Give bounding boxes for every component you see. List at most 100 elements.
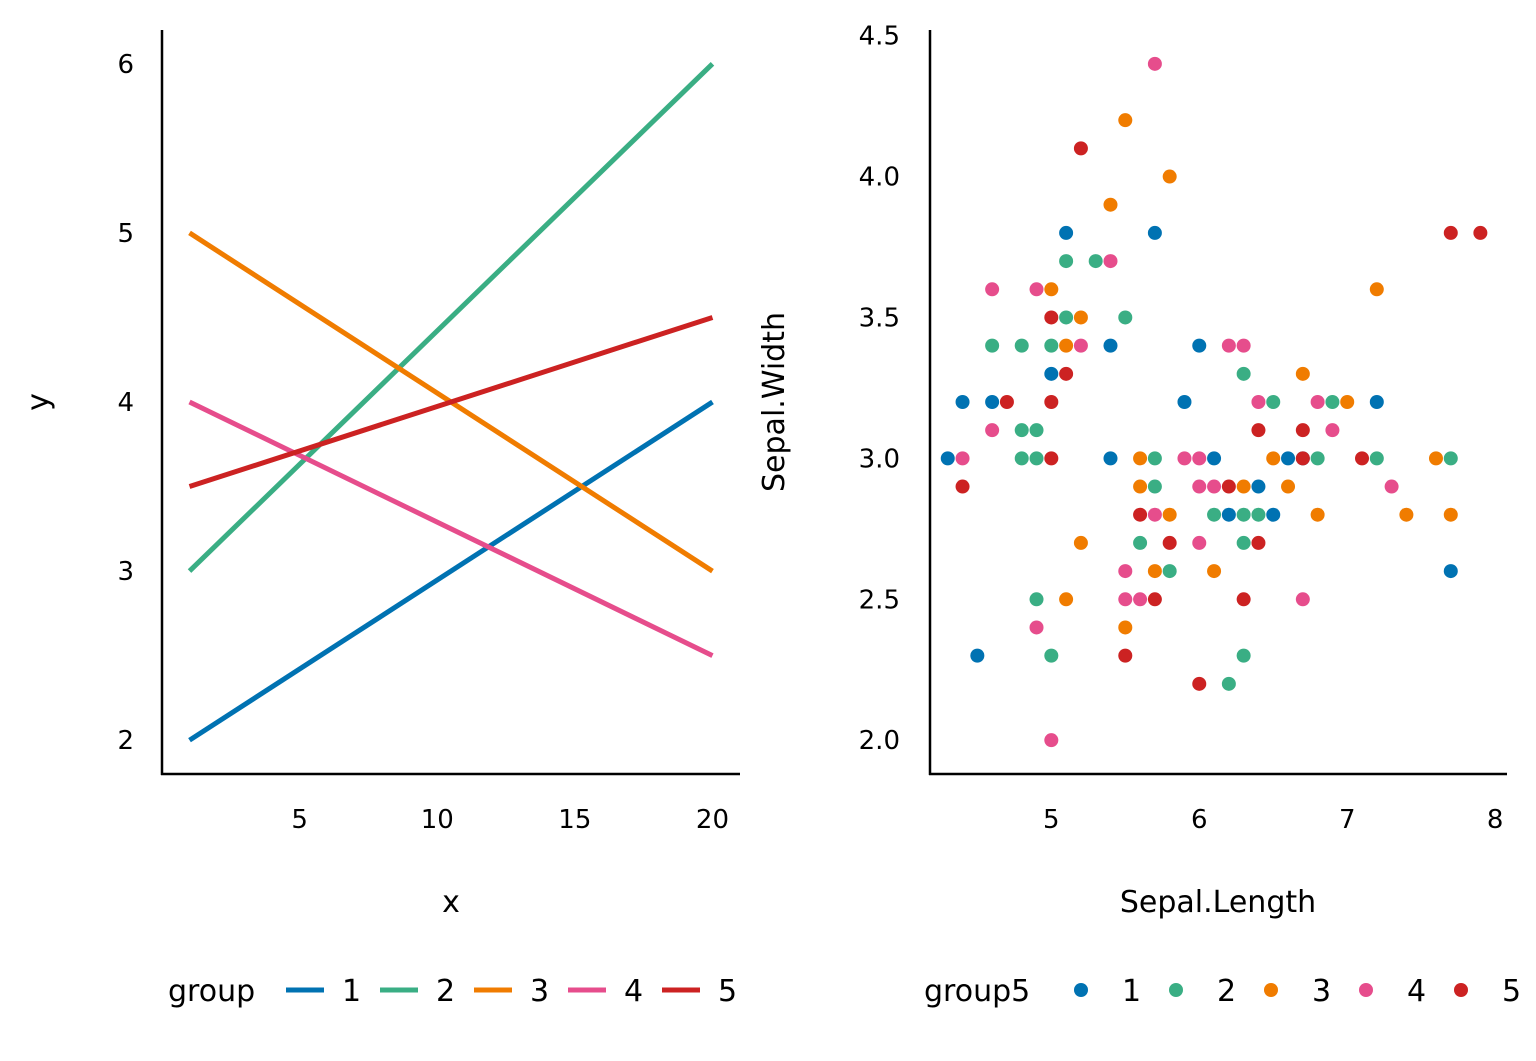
- y-tick-label: 4: [117, 388, 134, 418]
- data-point-group-3: [1059, 592, 1074, 607]
- data-point-group-3: [1147, 564, 1162, 579]
- data-point-group-5: [1044, 395, 1059, 409]
- y-tick-label: 4.0: [859, 163, 900, 193]
- legend-key-4: [1359, 983, 1373, 997]
- y-tick-label: 3.0: [859, 444, 900, 474]
- legend-label: 1: [342, 974, 361, 1009]
- legend-label: 4: [624, 974, 643, 1009]
- data-point-group-4: [1207, 479, 1222, 494]
- data-point-group-2: [1029, 423, 1044, 438]
- y-tick-label: 4.5: [859, 22, 900, 52]
- data-point-group-5: [1073, 141, 1088, 156]
- data-point-group-5: [955, 479, 970, 494]
- data-point-group-1: [1443, 564, 1458, 579]
- data-point-group-1: [955, 395, 970, 409]
- data-point-group-2: [1088, 254, 1103, 269]
- data-point-group-4: [1251, 395, 1266, 409]
- y-tick-label: 2.0: [859, 726, 900, 756]
- series-line-1: [188, 399, 714, 743]
- data-point-group-1: [1103, 451, 1118, 466]
- data-point-group-2: [1266, 395, 1281, 409]
- x-tick-label: 5: [291, 805, 308, 835]
- legend-label: 4: [1407, 974, 1426, 1009]
- y-tick-label: 5: [117, 219, 134, 249]
- data-point-group-2: [1236, 535, 1251, 550]
- legend-key-2: [1169, 983, 1183, 997]
- data-point-group-5: [1295, 451, 1310, 466]
- data-point-group-5: [1118, 648, 1133, 663]
- data-point-group-2: [1014, 423, 1029, 438]
- y-tick-label: 6: [117, 50, 134, 80]
- data-point-group-2: [1118, 310, 1133, 325]
- data-point-group-1: [1147, 225, 1162, 240]
- data-point-group-4: [1147, 56, 1162, 71]
- legend-label: 5: [718, 974, 737, 1009]
- data-point-group-5: [1443, 225, 1458, 240]
- data-point-group-4: [1325, 423, 1340, 438]
- legend-key-5: [1454, 983, 1468, 997]
- data-point-group-4: [1310, 395, 1325, 409]
- data-point-group-3: [1369, 282, 1384, 297]
- x-tick-label: 10: [421, 805, 454, 835]
- data-point-group-1: [1192, 338, 1207, 353]
- data-point-group-2: [1044, 648, 1059, 663]
- y-tick-label: 3.5: [859, 303, 900, 333]
- data-point-group-2: [1133, 535, 1148, 550]
- data-point-group-3: [1443, 507, 1458, 522]
- data-point-group-2: [985, 338, 1000, 353]
- y-tick-label: 2.5: [859, 585, 900, 615]
- data-point-group-4: [1192, 479, 1207, 494]
- legend-title: group: [168, 974, 255, 1009]
- data-point-group-5: [1192, 676, 1207, 691]
- data-point-group-2: [1325, 395, 1340, 409]
- data-point-group-2: [1207, 507, 1222, 522]
- data-point-group-5: [1221, 479, 1236, 494]
- series-line-2: [187, 62, 715, 573]
- data-point-group-3: [1295, 366, 1310, 381]
- data-point-group-5: [1236, 592, 1251, 607]
- data-point-group-4: [1133, 592, 1148, 607]
- data-point-group-1: [1207, 451, 1222, 466]
- series-line-4: [188, 399, 714, 658]
- data-point-group-2: [1251, 507, 1266, 522]
- data-point-group-2: [1162, 564, 1177, 579]
- data-point-group-3: [1103, 197, 1118, 212]
- data-point-group-4: [1384, 479, 1399, 494]
- data-point-group-4: [1044, 733, 1059, 748]
- data-point-group-1: [985, 395, 1000, 409]
- data-point-group-4: [1073, 338, 1088, 353]
- data-point-group-3: [1428, 451, 1443, 466]
- data-point-group-1: [1221, 507, 1236, 522]
- data-point-group-2: [1014, 451, 1029, 466]
- x-tick-label: 15: [558, 805, 591, 835]
- data-point-group-2: [1221, 676, 1236, 691]
- scatter-chart-panel: 5 6 7 8 2.0 2.5 3.0 3.5 4.0 4.5 Sepal.Length Sepal.…: [757, 22, 1521, 1009]
- data-point-group-2: [1443, 451, 1458, 466]
- data-point-group-3: [1133, 451, 1148, 466]
- data-point-group-4: [985, 423, 1000, 438]
- y-tick-label: 3: [117, 557, 134, 587]
- data-point-group-5: [1044, 310, 1059, 325]
- data-point-group-1: [1251, 479, 1266, 494]
- y-tick-label: 2: [117, 726, 134, 756]
- data-point-group-3: [1162, 169, 1177, 184]
- data-point-group-5: [1355, 451, 1370, 466]
- x-tick-label: 6: [1191, 805, 1208, 835]
- data-point-group-3: [1281, 479, 1296, 494]
- data-point-group-3: [1133, 479, 1148, 494]
- data-point-group-3: [1118, 113, 1133, 128]
- data-point-group-3: [1236, 479, 1251, 494]
- data-point-group-5: [1133, 507, 1148, 522]
- data-point-group-4: [1295, 592, 1310, 607]
- legend-label: 2: [436, 974, 455, 1009]
- legend-title: group5: [924, 974, 1030, 1009]
- x-axis-title: x: [442, 885, 460, 920]
- data-point-group-2: [1369, 451, 1384, 466]
- data-point-group-4: [1029, 282, 1044, 297]
- x-tick-label: 20: [696, 805, 729, 835]
- data-point-group-3: [1207, 564, 1222, 579]
- data-point-group-1: [1281, 451, 1296, 466]
- data-point-group-1: [1044, 366, 1059, 381]
- data-point-group-5: [1251, 535, 1266, 550]
- data-point-group-5: [1473, 225, 1488, 240]
